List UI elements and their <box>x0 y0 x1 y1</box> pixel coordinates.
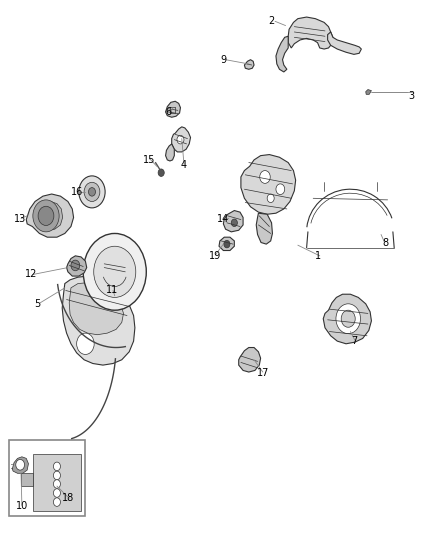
Polygon shape <box>328 32 361 54</box>
Polygon shape <box>288 17 333 49</box>
Polygon shape <box>223 211 243 232</box>
Polygon shape <box>366 90 371 94</box>
Text: 19: 19 <box>208 251 221 261</box>
Polygon shape <box>69 282 124 335</box>
Circle shape <box>88 188 95 196</box>
Text: 15: 15 <box>143 155 155 165</box>
Polygon shape <box>36 201 63 230</box>
Text: 9: 9 <box>220 55 226 64</box>
Bar <box>9 440 85 516</box>
Circle shape <box>336 304 360 334</box>
Text: 18: 18 <box>62 494 74 503</box>
Polygon shape <box>241 155 296 214</box>
Circle shape <box>83 233 146 310</box>
Text: 6: 6 <box>166 107 172 117</box>
Text: 16: 16 <box>71 187 83 197</box>
Circle shape <box>53 480 60 488</box>
Polygon shape <box>256 213 272 244</box>
Text: 1: 1 <box>314 251 321 261</box>
Circle shape <box>276 184 285 195</box>
Text: 5: 5 <box>34 299 40 309</box>
Circle shape <box>224 240 230 248</box>
Polygon shape <box>94 281 116 305</box>
Text: 10: 10 <box>16 502 28 511</box>
Polygon shape <box>172 127 191 152</box>
Text: 11: 11 <box>106 286 118 295</box>
Text: 2: 2 <box>268 17 275 26</box>
Circle shape <box>77 333 94 354</box>
Text: 17: 17 <box>257 368 269 378</box>
Polygon shape <box>67 256 87 276</box>
Polygon shape <box>219 237 234 251</box>
Polygon shape <box>323 294 371 344</box>
Text: 13: 13 <box>14 214 26 223</box>
Circle shape <box>53 462 60 471</box>
Polygon shape <box>276 36 288 72</box>
Circle shape <box>53 471 60 480</box>
Circle shape <box>158 169 164 176</box>
Circle shape <box>38 206 54 225</box>
Text: 12: 12 <box>25 270 37 279</box>
Circle shape <box>177 135 184 144</box>
Circle shape <box>94 246 136 297</box>
Circle shape <box>267 194 274 203</box>
Polygon shape <box>62 276 135 365</box>
Text: 4: 4 <box>181 160 187 170</box>
Polygon shape <box>26 194 74 237</box>
Polygon shape <box>166 101 180 117</box>
Circle shape <box>53 498 60 506</box>
Polygon shape <box>244 60 254 69</box>
Circle shape <box>16 459 25 470</box>
Text: 8: 8 <box>382 238 389 247</box>
Circle shape <box>71 260 80 271</box>
Circle shape <box>260 171 270 183</box>
Polygon shape <box>239 348 261 372</box>
Text: 14: 14 <box>217 214 230 223</box>
Polygon shape <box>21 473 33 486</box>
Circle shape <box>231 219 237 227</box>
Text: 3: 3 <box>409 91 415 101</box>
Circle shape <box>84 182 100 201</box>
Polygon shape <box>12 457 28 473</box>
Polygon shape <box>33 454 81 511</box>
Circle shape <box>341 310 355 327</box>
Text: 7: 7 <box>352 336 358 346</box>
Circle shape <box>53 489 60 497</box>
Circle shape <box>33 200 59 232</box>
Polygon shape <box>166 144 174 161</box>
Circle shape <box>79 176 105 208</box>
